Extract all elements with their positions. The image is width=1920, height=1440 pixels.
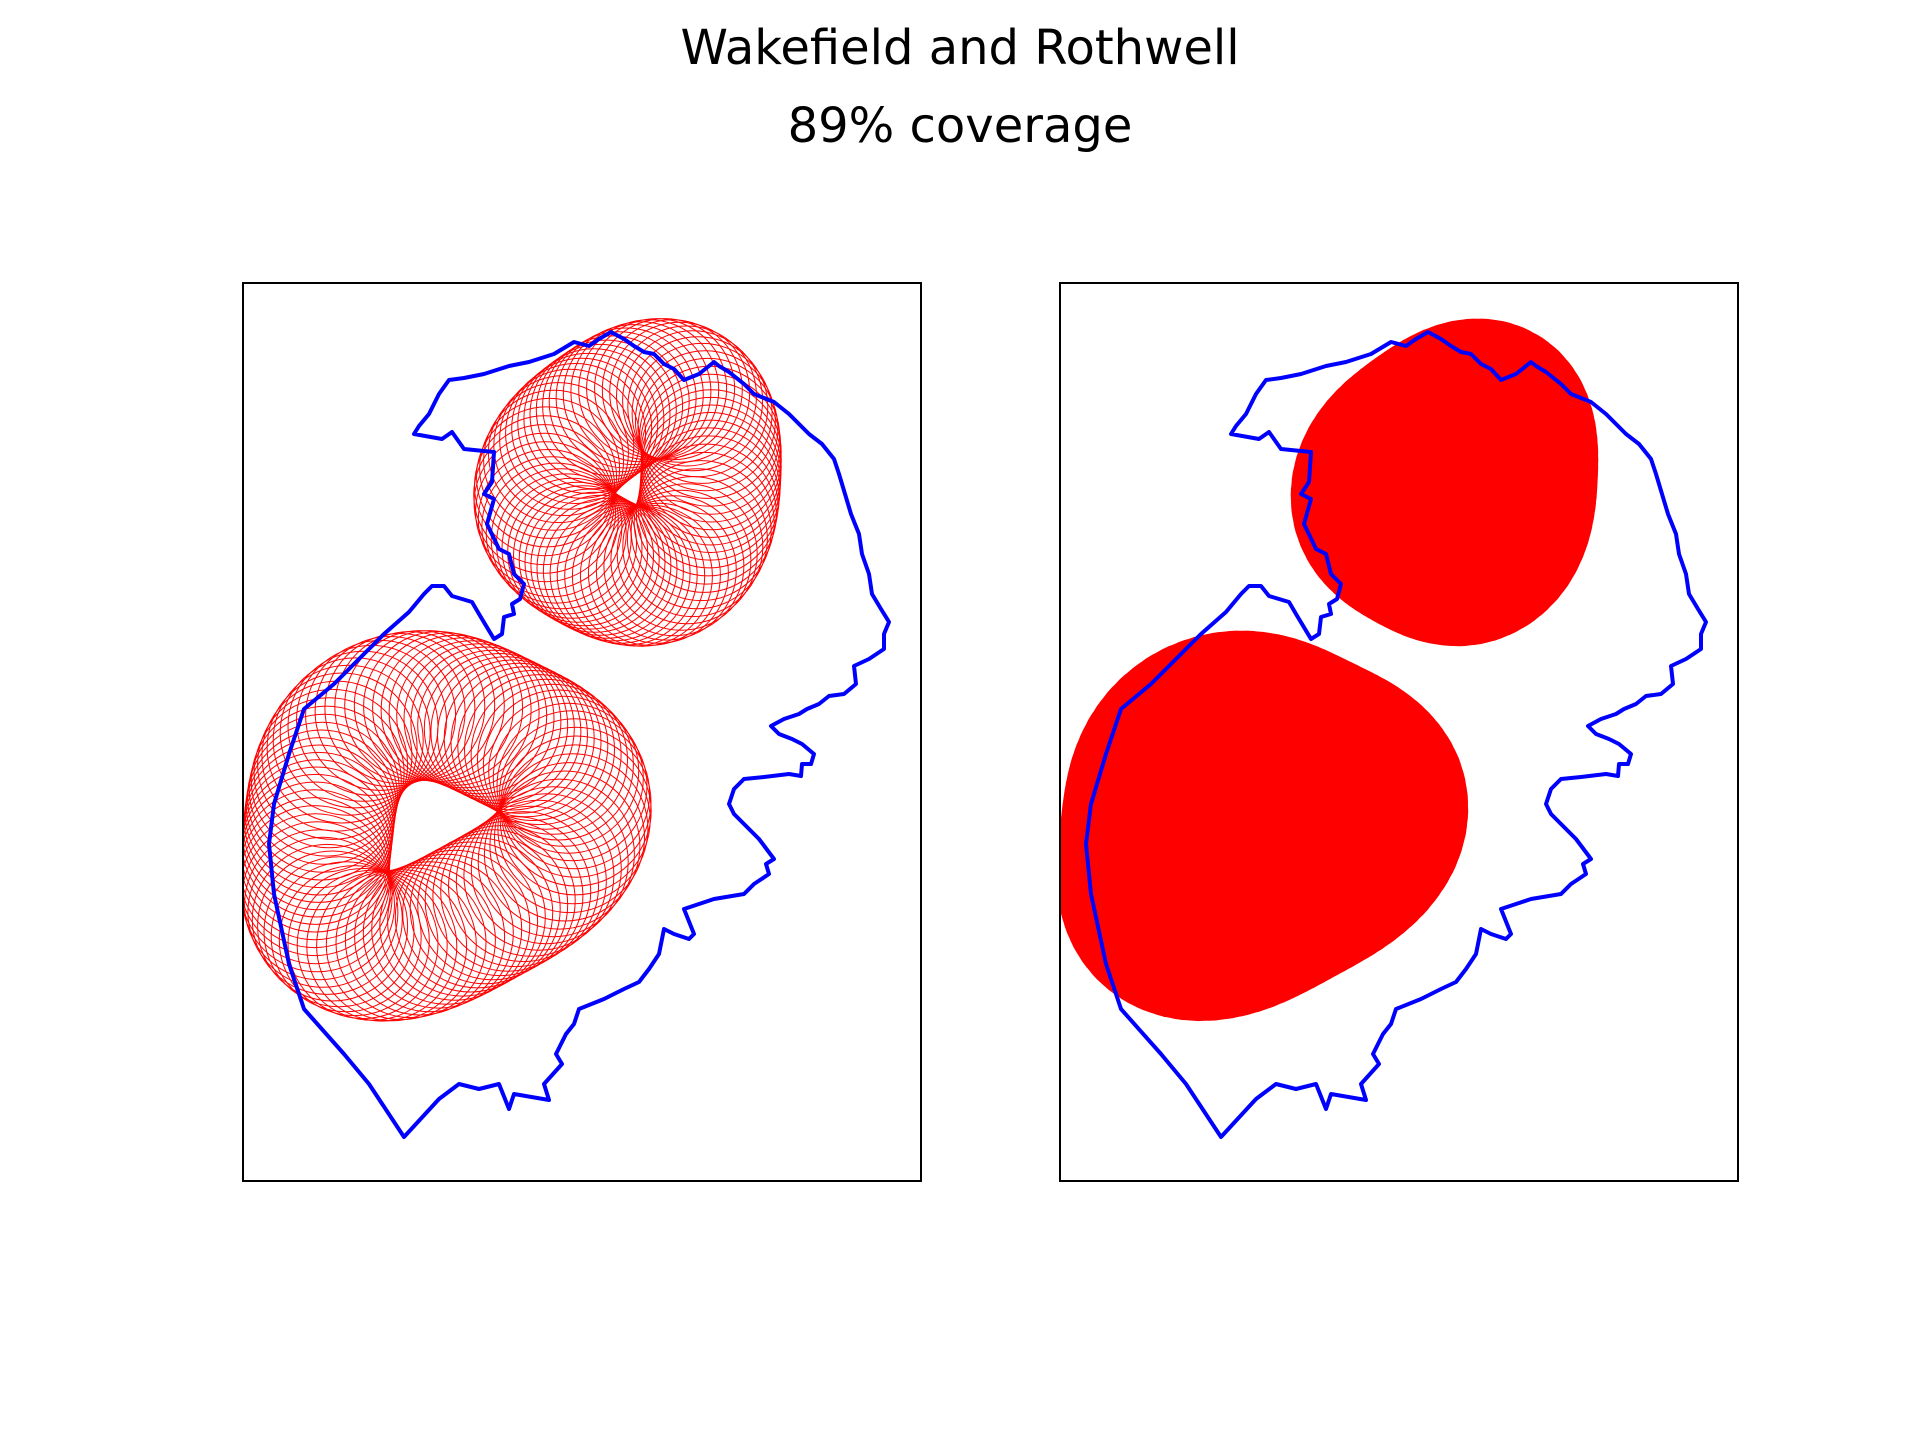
map-svg-right: [1061, 318, 1708, 1139]
coverage-circle: [634, 350, 776, 492]
coverage-circle: [631, 342, 773, 484]
coverage-circle: [627, 336, 769, 478]
coverage-circle: [335, 867, 487, 1019]
chart-title: Wakefield and Rothwell: [680, 20, 1240, 76]
coverage-circle: [637, 357, 779, 499]
coverage-circle: [324, 633, 476, 784]
coverage-circle: [363, 631, 515, 782]
coverage-circle: [562, 324, 704, 466]
coverage-circle: [248, 713, 400, 865]
coverage-circle: [417, 649, 569, 801]
coverage-circle: [394, 841, 546, 993]
coverage-circle: [457, 670, 609, 821]
coverage-circle: [490, 468, 632, 610]
coverage-circle: [463, 799, 615, 951]
coverage-circle: [542, 335, 684, 477]
coverage-circle: [257, 850, 409, 1002]
coverage-circle: [638, 427, 780, 569]
coverage-circle: [410, 646, 562, 798]
coverage-circle: [287, 868, 439, 1019]
coverage-circle: [244, 805, 391, 957]
coverage-circle: [517, 352, 659, 494]
coverage-circle: [362, 857, 514, 1009]
boundary-outline: [1084, 330, 1708, 1139]
coverage-circle: [344, 630, 496, 782]
coverage-circle: [430, 656, 582, 808]
coverage-circle: [1361, 394, 1541, 574]
boundary-outline: [267, 330, 891, 1139]
coverage-circle: [482, 689, 634, 841]
coverage-circle: [477, 683, 628, 835]
coverage-circle: [464, 674, 615, 826]
coverage-circle: [529, 343, 671, 485]
coverage-circle: [437, 659, 588, 811]
coverage-circle: [492, 702, 644, 854]
coverage-circle: [266, 672, 418, 824]
map-panel-circle-outlines: [242, 282, 922, 1182]
coverage-circle: [379, 849, 531, 1001]
coverage-circle: [630, 460, 772, 602]
coverage-circle: [505, 363, 647, 504]
coverage-circle: [523, 348, 665, 490]
coverage-circle: [622, 330, 764, 472]
coverage-circle: [637, 435, 779, 577]
coverage-circle: [470, 678, 622, 830]
coverage-circle: [587, 502, 729, 644]
coverage-circle: [244, 821, 393, 973]
coverage-circle: [603, 495, 745, 637]
coverage-circle: [417, 829, 569, 981]
coverage-circle: [354, 861, 506, 1013]
coverage-circle: [263, 856, 415, 1008]
coverage-circle: [601, 319, 743, 461]
coverage-circle: [334, 631, 486, 783]
coverage-circle: [247, 836, 399, 988]
map-svg-left: [244, 318, 891, 1139]
coverage-circle: [432, 820, 584, 972]
coverage-circle: [513, 485, 654, 627]
coverage-circle: [443, 662, 595, 814]
coverage-circle: [485, 462, 627, 604]
coverage-circle: [610, 489, 752, 631]
coverage-circle: [244, 813, 391, 965]
coverage-circle: [423, 653, 575, 804]
coverage-circle: [440, 816, 592, 968]
map-panel-filled-coverage: [1059, 282, 1739, 1182]
coverage-circle: [455, 805, 607, 957]
coverage-circle: [279, 657, 431, 809]
coverage-circle: [494, 762, 645, 914]
coverage-circle: [594, 318, 736, 460]
coverage-circle: [483, 389, 625, 531]
coverage-circle: [287, 650, 439, 802]
coverage-circle: [616, 483, 758, 625]
coverage-circle: [325, 869, 477, 1021]
coverage-circle: [380, 634, 532, 786]
coverage-circle: [555, 327, 697, 469]
coverage-circle: [396, 640, 548, 792]
coverage-circle: [489, 770, 641, 922]
chart-subtitle: 89% coverage: [787, 98, 1133, 154]
coverage-circle: [450, 666, 602, 818]
coverage-circle: [270, 861, 422, 1013]
coverage-circle: [244, 737, 396, 889]
coverage-circle: [483, 778, 635, 930]
coverage-circle: [1131, 704, 1371, 944]
coverage-circle: [497, 753, 649, 905]
coverage-circle: [388, 637, 540, 789]
coverage-circle: [476, 406, 617, 548]
coverage-circle: [548, 331, 690, 473]
coverage-circle: [257, 688, 409, 840]
coverage-circle: [626, 468, 768, 610]
coverage-circle: [477, 786, 629, 938]
coverage-circle: [251, 843, 403, 995]
coverage-circle: [353, 630, 505, 782]
coverage-circle: [635, 443, 777, 585]
coverage-circle: [244, 829, 395, 981]
coverage-circle: [511, 357, 653, 499]
coverage-circle: [387, 845, 539, 997]
coverage-circle: [481, 456, 623, 598]
coverage-circle: [272, 664, 424, 816]
